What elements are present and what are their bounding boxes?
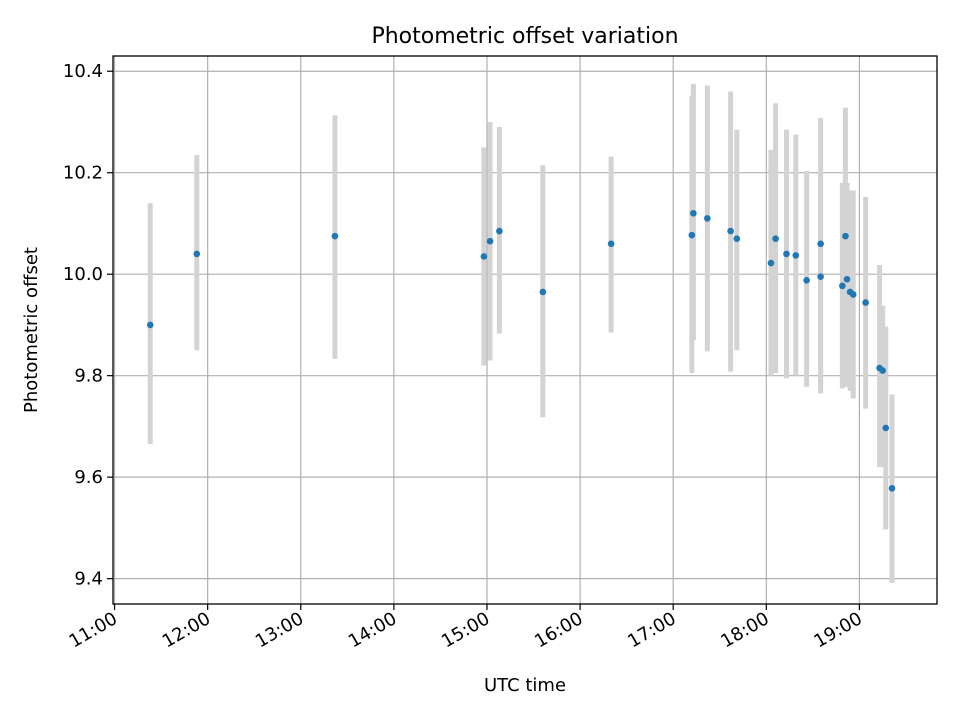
y-tick-label: 9.4 — [74, 569, 103, 590]
y-tick-label: 9.8 — [74, 366, 103, 387]
x-axis-label: UTC time — [484, 675, 566, 696]
y-tick-label: 10.0 — [63, 264, 103, 285]
data-point — [792, 252, 800, 259]
data-point — [783, 250, 790, 258]
data-point — [607, 240, 615, 248]
x-tick-label: 12:00 — [159, 608, 214, 652]
data-point — [480, 253, 488, 260]
data-point — [193, 250, 201, 258]
y-axis-ticks: 9.4 9.6 9.8 10.0 10.2 10.4 — [63, 61, 113, 590]
x-axis-ticks: 11:00 12:00 13:00 14:00 15:00 16:00 17:00 18:00… — [66, 604, 866, 652]
x-tick-label: 18:00 — [717, 608, 772, 652]
data-point — [842, 232, 849, 240]
data-point — [539, 288, 547, 296]
data-point — [879, 367, 886, 374]
chart-title: Photometric offset variation — [371, 24, 678, 49]
data-point — [882, 424, 890, 432]
x-tick-label: 16:00 — [531, 608, 586, 652]
data-point — [496, 227, 503, 235]
data-point — [772, 235, 779, 242]
y-tick-label: 10.4 — [63, 61, 103, 82]
data-point — [704, 215, 711, 222]
data-point — [849, 291, 857, 298]
data-point — [862, 299, 869, 306]
data-point — [803, 276, 810, 284]
y-axis-label: Photometric offset — [21, 247, 42, 413]
data-point — [486, 237, 494, 245]
data-point — [331, 232, 339, 240]
data-point — [146, 321, 154, 329]
data-point — [733, 235, 741, 242]
data-point — [690, 209, 697, 217]
x-tick-label: 15:00 — [438, 608, 493, 652]
data-point — [688, 231, 696, 239]
y-tick-label: 10.2 — [63, 163, 103, 184]
x-tick-label: 13:00 — [252, 608, 307, 652]
plot-frame — [112, 55, 938, 605]
data-points — [146, 209, 896, 492]
data-point — [839, 282, 846, 290]
error-bars — [147, 83, 895, 583]
grid — [113, 56, 937, 604]
data-point — [817, 273, 824, 281]
x-tick-label: 17:00 — [624, 608, 679, 652]
x-tick-label: 11:00 — [66, 608, 121, 652]
data-point — [817, 240, 824, 248]
data-point — [843, 275, 851, 283]
data-point — [767, 259, 775, 267]
y-tick-label: 9.6 — [74, 467, 103, 488]
x-tick-label: 19:00 — [810, 608, 865, 652]
data-point — [727, 227, 734, 235]
data-point — [888, 485, 896, 492]
x-tick-label: 14:00 — [345, 608, 400, 652]
